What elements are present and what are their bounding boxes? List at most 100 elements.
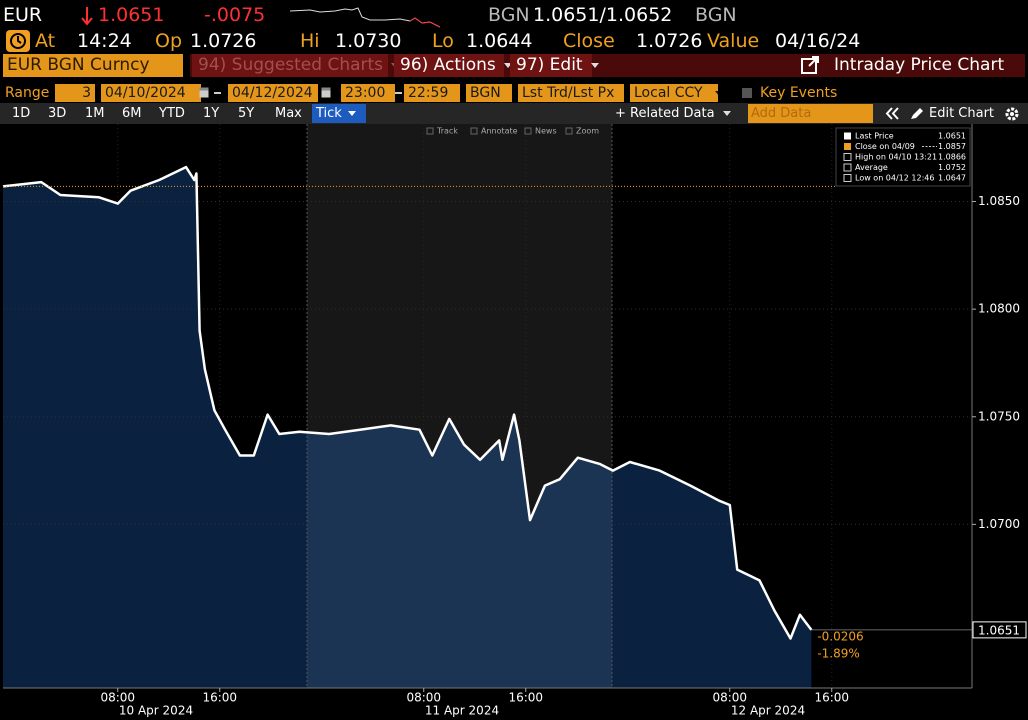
period-button[interactable]: 1Y [203, 106, 220, 121]
legend-swatch [844, 132, 851, 140]
stat-value: 1.0730 [335, 30, 402, 52]
price-line [2, 165, 813, 640]
menu-button[interactable]: 97) Edit [510, 54, 599, 77]
security-field[interactable]: EUR BGN Curncy [3, 54, 183, 77]
x-tick-label: 16:00 [202, 691, 237, 705]
change-annotation: -0.0206 [817, 629, 863, 643]
currency: BGN [488, 4, 530, 26]
ccy-mode[interactable]: Local CCY [630, 84, 718, 102]
area [3, 167, 812, 689]
bid-ask: 1.0651/1.0652 [533, 4, 673, 26]
stat-label: Value [707, 30, 760, 52]
legend-swatch [843, 153, 852, 161]
range-label: Range [5, 85, 50, 101]
y-tick-label: 1.0750 [978, 409, 1020, 423]
tool-icon [524, 127, 532, 135]
legend-label: Average [855, 163, 888, 172]
x-tick-label: 08:00 [712, 691, 747, 705]
legend-swatch [843, 174, 852, 182]
interval-label: Tick [316, 106, 342, 121]
legend-swatch [844, 143, 851, 150]
currency-input[interactable]: BGN [466, 84, 512, 102]
related-data-button[interactable]: + Related Data [615, 104, 731, 123]
caret [722, 111, 731, 116]
tool-icon [470, 127, 478, 135]
legend-value: 1.0647 [938, 174, 966, 183]
pencil-icon[interactable] [910, 107, 924, 120]
stat-value: 14:24 [77, 30, 132, 52]
menu-button[interactable]: 94) Suggested Charts [192, 54, 400, 77]
y-tick-label: 1.0850 [978, 194, 1020, 208]
x-tick-label: 16:00 [814, 691, 849, 705]
period-button[interactable]: 1M [85, 106, 105, 121]
start-time[interactable]: 23:00 [341, 84, 395, 102]
period-bar [0, 103, 1028, 124]
period-button[interactable]: Max [275, 106, 302, 121]
caret [714, 90, 718, 96]
dash [395, 92, 402, 94]
last-price-box [972, 621, 1027, 639]
caret [347, 111, 356, 116]
chart-tool[interactable]: Annotate [481, 127, 518, 136]
tool-icon [426, 127, 434, 135]
legend-box [835, 127, 971, 187]
end-time[interactable]: 22:59 [404, 84, 460, 102]
stat-value: 04/16/24 [775, 30, 861, 52]
last-price: 1.0651 [98, 4, 165, 26]
x-tick-label: 08:00 [406, 691, 441, 705]
period-button[interactable]: 6M [122, 106, 142, 121]
menu-label: 97) Edit [516, 55, 583, 75]
period-button[interactable]: YTD [159, 106, 185, 121]
menu-label: 96) Actions [400, 55, 496, 75]
legend-swatch [843, 163, 852, 172]
stat-value: 1.0726 [190, 30, 257, 52]
dash [214, 92, 221, 94]
x-date-label: 12 Apr 2024 [731, 704, 805, 718]
checkbox[interactable] [742, 88, 752, 98]
legend-value: 1.0866 [938, 153, 966, 162]
stat-label: Close [563, 30, 615, 52]
net-change: -.0075 [204, 4, 266, 26]
add-data-input[interactable]: Add Data [748, 104, 873, 123]
range-input[interactable]: 3 [55, 84, 95, 102]
calendar-icon[interactable] [199, 86, 209, 98]
legend-label: Low on 04/12 12:46 [855, 174, 934, 183]
clock-icon [6, 30, 30, 52]
legend-value: 1.0857 [938, 142, 966, 151]
related-data-label: + Related Data [615, 106, 715, 121]
period-button[interactable]: 5Y [238, 106, 255, 121]
ticker: EUR [3, 4, 43, 26]
legend-label: High on 04/10 13:21 [855, 153, 937, 162]
stat-value: 1.0726 [636, 30, 703, 52]
key-events: Key Events [760, 85, 838, 101]
price-field[interactable]: Lst Trd/Lst Px [518, 84, 624, 102]
tool-icon [565, 127, 573, 135]
stat-label: Op [155, 30, 183, 52]
calendar-icon[interactable] [321, 86, 331, 98]
last-price-label: 1.0651 [978, 623, 1020, 637]
x-tick-label: 16:00 [508, 691, 543, 705]
menu-button[interactable]: 96) Actions [394, 54, 512, 77]
stat-label: Hi [300, 30, 320, 52]
launch-icon[interactable] [800, 56, 820, 75]
menu-label: 94) Suggested Charts [198, 55, 384, 75]
down-arrow [81, 7, 93, 26]
x-date-label: 10 Apr 2024 [119, 704, 193, 718]
end-date[interactable]: 04/12/2024 [228, 84, 318, 102]
collapse-icon[interactable] [885, 107, 901, 120]
settings-icon[interactable] [1004, 106, 1020, 122]
period-button[interactable]: 3D [48, 106, 67, 121]
interval-button[interactable]: Tick [312, 104, 366, 123]
chart-tool[interactable]: News [535, 127, 557, 136]
legend-value: 1.0752 [938, 163, 966, 172]
stat-label: Lo [432, 30, 454, 52]
chart-tool[interactable]: Zoom [576, 127, 599, 136]
x-tick-label: 08:00 [100, 691, 135, 705]
start-date[interactable]: 04/10/2024 [101, 84, 201, 102]
chart-tool[interactable]: Track [436, 127, 458, 136]
edit-chart-button[interactable]: Edit Chart [929, 106, 995, 121]
y-tick-label: 1.0800 [978, 302, 1020, 316]
period-button[interactable]: 1D [12, 106, 31, 121]
